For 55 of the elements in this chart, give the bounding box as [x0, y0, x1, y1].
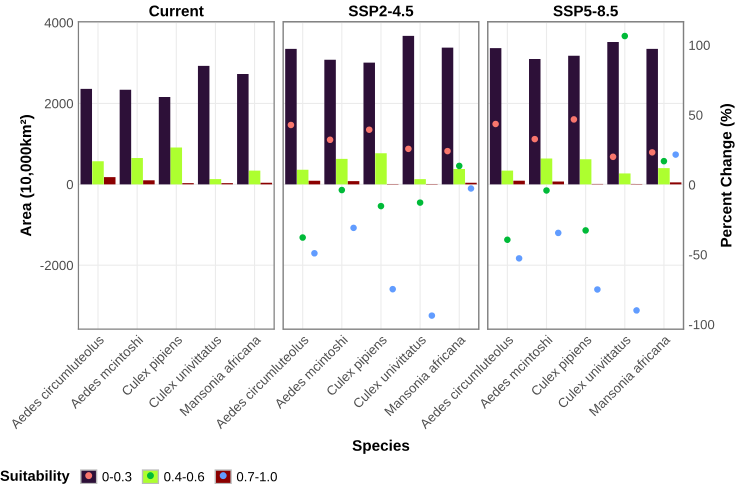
bar	[402, 36, 414, 184]
chart-title: SSP5-8.5	[553, 6, 618, 16]
bar	[658, 168, 670, 184]
bar	[529, 58, 541, 184]
bar	[324, 60, 336, 184]
bar	[363, 62, 375, 184]
bar	[540, 158, 552, 184]
x-axis-title: Species	[352, 440, 410, 454]
bar	[80, 88, 92, 184]
bar	[237, 74, 249, 184]
y2-tick-label: 0	[688, 180, 696, 190]
bar	[120, 90, 132, 184]
bar	[308, 180, 320, 184]
bar	[580, 159, 592, 184]
bar	[248, 170, 260, 184]
y2-tick-label: -50	[688, 250, 707, 260]
bar	[513, 180, 525, 184]
bar	[158, 96, 170, 184]
bar	[646, 48, 658, 184]
bar	[210, 179, 222, 184]
bar	[442, 48, 454, 184]
y2-tick-label: 50	[688, 110, 703, 120]
bar	[568, 56, 580, 184]
y2-tick-label: -100	[688, 320, 714, 330]
legend-title: Suitability	[0, 470, 70, 484]
bar	[285, 48, 297, 184]
chart-title: Current	[149, 6, 204, 16]
y2-axis-title: Percent Change (%)	[720, 104, 735, 247]
bar	[414, 179, 426, 184]
bar	[198, 66, 210, 184]
y-axis-title: Area (10,000km²)	[20, 115, 34, 236]
bar	[502, 170, 514, 184]
bar	[348, 181, 360, 184]
y-tick-label: -2000	[40, 260, 74, 270]
y2-tick-label: 100	[689, 40, 710, 50]
bar	[296, 170, 308, 184]
bar	[490, 48, 502, 184]
legend-label: 0-0.3	[102, 472, 132, 482]
y-tick-label: 4000	[44, 18, 74, 28]
bar	[607, 42, 619, 184]
chart-title: SSP2-4.5	[348, 6, 414, 16]
bar	[552, 182, 564, 184]
bar	[143, 180, 155, 184]
bar	[104, 177, 116, 184]
legend-label: 0.4-0.6	[164, 472, 204, 482]
bar	[336, 158, 348, 184]
y-tick-label: 0	[66, 180, 74, 190]
bar	[619, 173, 631, 184]
bar	[131, 158, 143, 184]
legend-label: 0.7-1.0	[236, 472, 277, 482]
bar	[170, 148, 182, 184]
y-tick-label: 2000	[44, 99, 74, 108]
bar	[375, 153, 387, 184]
bar	[454, 168, 466, 184]
bar	[92, 161, 104, 184]
